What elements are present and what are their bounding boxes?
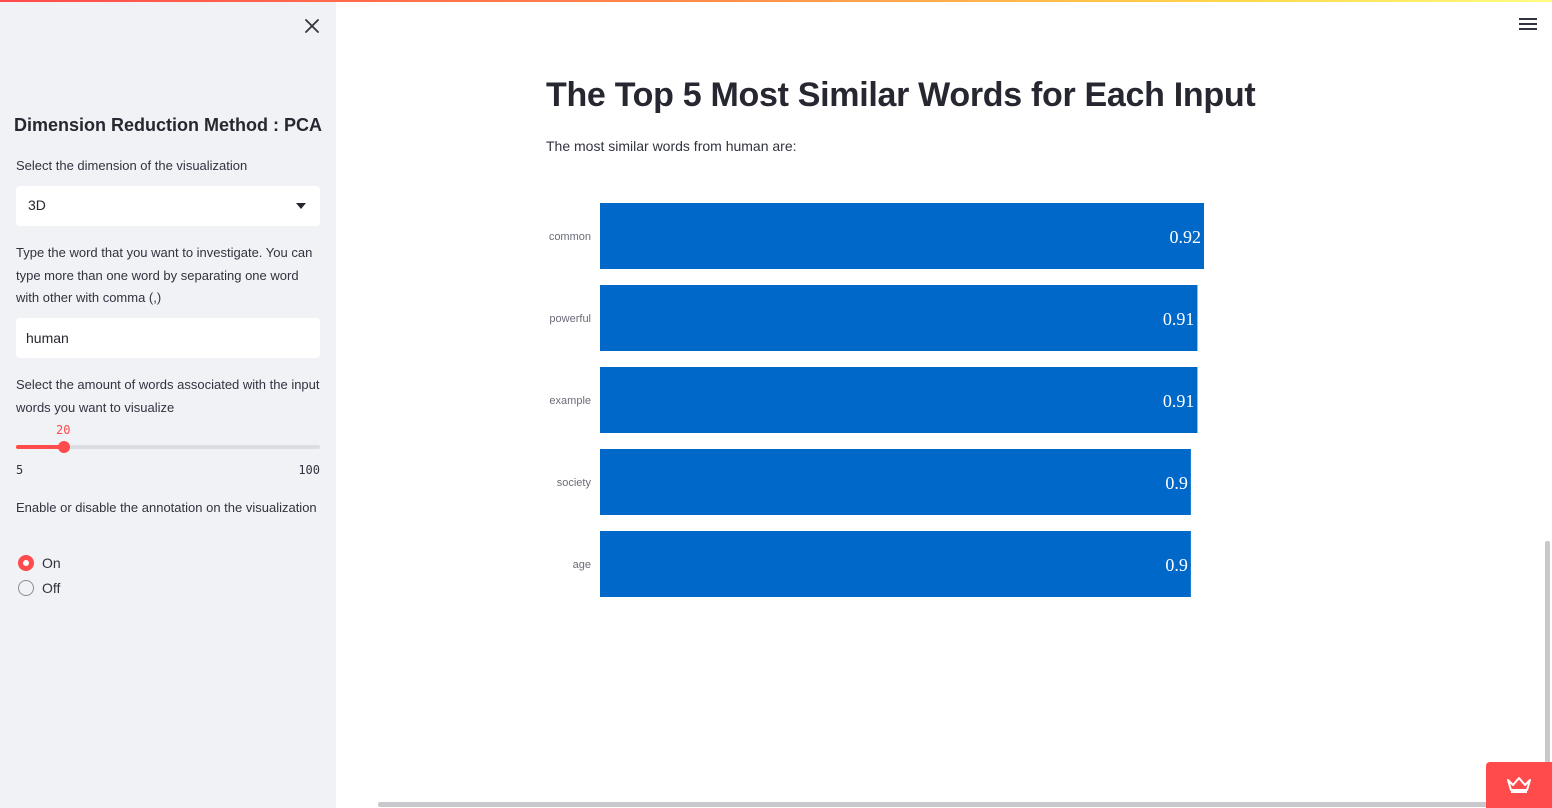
bar-example	[600, 367, 1198, 433]
category-label-common: common	[549, 231, 591, 243]
category-label-society: society	[557, 477, 592, 489]
radio-button-icon	[18, 580, 34, 596]
word-input[interactable]	[16, 318, 320, 358]
value-label-common: 0.92	[1170, 227, 1202, 247]
slider-max-value: 100	[298, 463, 320, 477]
page-subtitle: The most similar words from human are:	[546, 138, 797, 154]
dimension-select[interactable]: 3D	[16, 186, 320, 226]
chevron-down-icon	[296, 203, 306, 209]
similar-words-bar-chart: common 0.92 powerful 0.91 example 0.91 society…	[549, 203, 1204, 597]
slider-min-value: 5	[16, 463, 24, 477]
vertical-scrollbar[interactable]	[1545, 541, 1550, 801]
main-menu-button[interactable]	[1519, 18, 1537, 32]
sidebar: Dimension Reduction Method : PCA Select …	[0, 0, 336, 808]
category-label-age: age	[573, 559, 591, 571]
value-label-society: 0.9	[1165, 473, 1188, 493]
bar-powerful	[600, 285, 1198, 351]
category-label-example: example	[549, 395, 591, 407]
value-label-example: 0.91	[1163, 391, 1195, 411]
horizontal-scrollbar[interactable]	[378, 802, 1538, 807]
word-amount-slider-label: Select the amount of words associated wi…	[16, 377, 320, 415]
radio-on-label: On	[42, 555, 61, 571]
annotation-radio-off[interactable]: Off	[16, 577, 60, 599]
streamlit-crown-icon	[1507, 777, 1531, 793]
page-title: The Top 5 Most Similar Words for Each In…	[546, 76, 1256, 114]
word-amount-slider[interactable]	[16, 441, 320, 453]
sidebar-title: Dimension Reduction Method : PCA	[14, 115, 322, 135]
value-label-age: 0.9	[1165, 555, 1188, 575]
dimension-select-label: Select the dimension of the visualizatio…	[16, 158, 248, 173]
radio-button-icon	[18, 555, 34, 571]
category-label-powerful: powerful	[549, 313, 591, 325]
bar-common	[600, 203, 1204, 269]
dimension-select-value: 3D	[28, 197, 46, 213]
annotation-radio-on[interactable]: On	[16, 552, 61, 574]
bar-age	[600, 531, 1191, 597]
radio-off-label: Off	[42, 580, 61, 596]
top-decoration-bar	[0, 0, 1552, 2]
bar-society	[600, 449, 1191, 515]
annotation-radio-label: Enable or disable the annotation on the …	[16, 500, 317, 515]
slider-fill	[16, 445, 64, 449]
value-label-powerful: 0.91	[1163, 309, 1195, 329]
hamburger-menu-icon	[1519, 18, 1537, 30]
word-input-label: Type the word that you want to investiga…	[16, 245, 313, 305]
slider-thumb[interactable]	[58, 441, 70, 453]
close-icon	[305, 19, 319, 33]
slider-current-value: 20	[56, 423, 71, 437]
streamlit-badge[interactable]	[1486, 762, 1552, 808]
close-sidebar-button[interactable]	[300, 14, 324, 38]
